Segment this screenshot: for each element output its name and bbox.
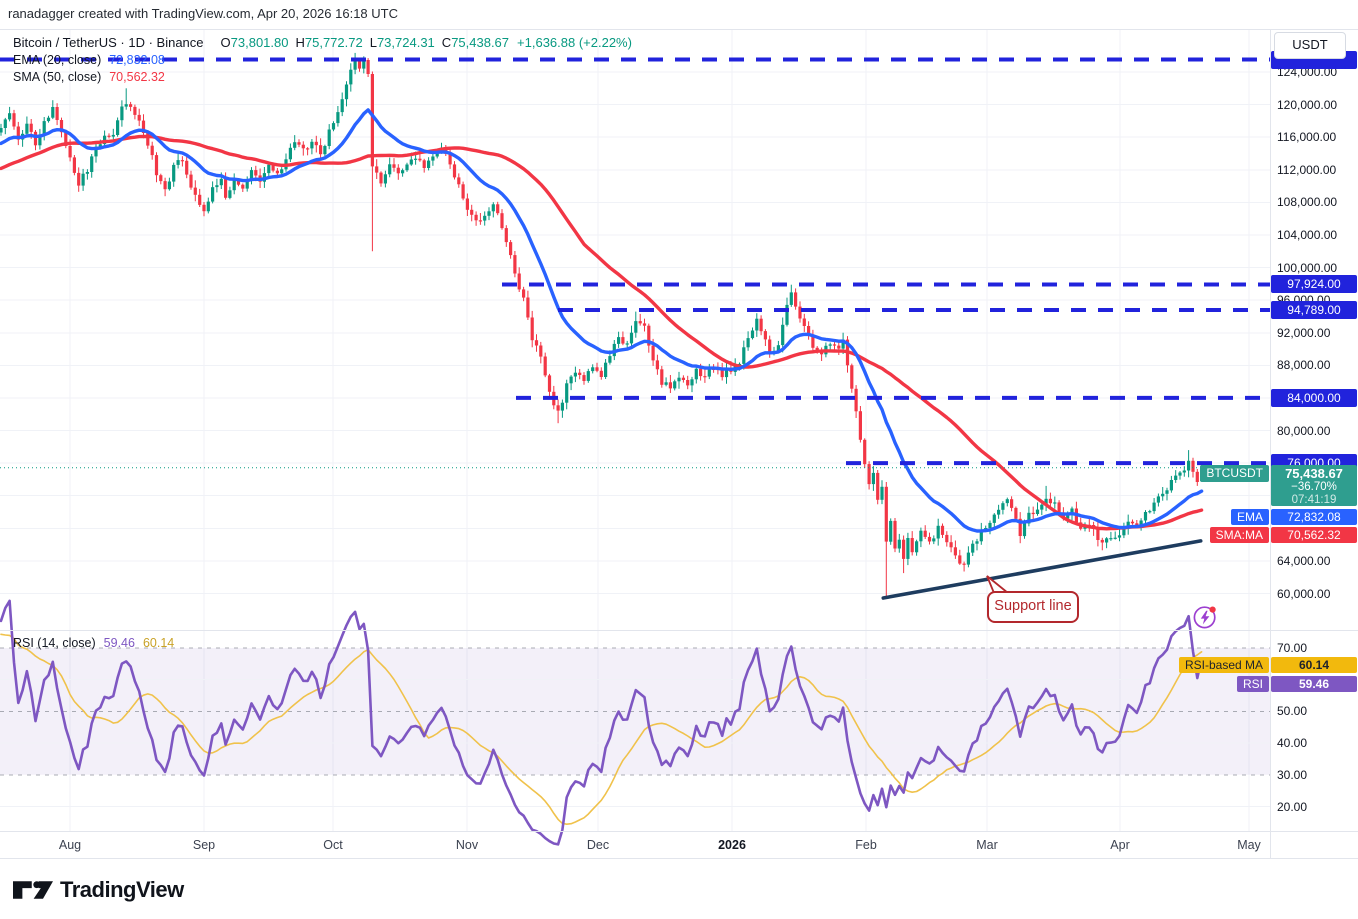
symbol-legend[interactable]: Bitcoin / TetherUS · 1D · Binance O73,801… xyxy=(13,35,632,51)
price-scale-label: 88,000.00 xyxy=(1277,358,1331,372)
ema-value-badge: 72,832.08 xyxy=(1271,509,1357,525)
time-axis-label: Oct xyxy=(323,838,343,852)
tradingview-logo[interactable]: TradingView xyxy=(13,877,184,903)
support-trend-line[interactable] xyxy=(881,539,1203,600)
ema-20-line xyxy=(0,108,1204,533)
watermark-text: ranadagger created with TradingView.com,… xyxy=(8,6,398,21)
level-price-badge: 94,789.00 xyxy=(1271,301,1357,319)
price-scale-label: 116,000.00 xyxy=(1277,130,1337,144)
price-scale-label: 100,000.00 xyxy=(1277,261,1338,275)
level-price-badge: 84,000.00 xyxy=(1271,389,1357,407)
lightning-bolt xyxy=(1200,610,1210,625)
price-scale[interactable] xyxy=(1271,60,1358,831)
price-scale-label: 92,000.00 xyxy=(1277,326,1331,340)
sma-value-badge: 70,562.32 xyxy=(1271,527,1357,543)
time-axis-label: Mar xyxy=(976,838,998,852)
time-axis-label: Sep xyxy=(192,838,216,852)
sma-legend-label: SMA (50, close) xyxy=(13,70,102,84)
rsi-scale-label: 40.00 xyxy=(1277,736,1308,750)
rsi-ma-value-badge: 60.14 xyxy=(1271,657,1357,673)
currency-toggle-button[interactable]: USDT xyxy=(1274,32,1346,59)
rsi-ma-legend-value: 60.14 xyxy=(142,636,175,650)
sma-legend-value: 70,562.32 xyxy=(109,70,165,84)
time-axis-label: Feb xyxy=(855,838,877,852)
time-axis-label: May xyxy=(1237,838,1261,852)
price-scale-label: 64,000.00 xyxy=(1277,554,1331,568)
time-axis-label: Apr xyxy=(1110,838,1130,852)
time-axis[interactable] xyxy=(0,832,1270,858)
rsi-scale-label: 50.00 xyxy=(1277,704,1308,718)
open-label: O xyxy=(220,35,231,50)
rsi-pill: RSI xyxy=(1236,676,1269,692)
rsi-line xyxy=(0,599,1203,846)
candles-layer xyxy=(0,52,1204,597)
rsi-legend-label: RSI (14, close) xyxy=(13,636,96,650)
symbol-title: Bitcoin / TetherUS · 1D · Binance xyxy=(13,35,204,50)
current-price-change: −36.70% xyxy=(1291,481,1337,493)
ema-pill: EMA xyxy=(1230,509,1269,525)
flash-icon[interactable] xyxy=(1192,604,1218,630)
support-line-callout[interactable]: Support line xyxy=(987,591,1079,623)
symbol-price-pill: BTCUSDT xyxy=(1200,465,1269,482)
rsi-legend-value: 59.46 xyxy=(103,636,135,650)
time-axis-label: Aug xyxy=(58,838,82,852)
change-value: +1,636.88 (+2.22%) xyxy=(517,35,632,50)
bar-countdown: 07:41:19 xyxy=(1291,494,1337,506)
high-value: 75,772.72 xyxy=(304,35,363,50)
rsi-scale-label: 70.00 xyxy=(1277,641,1308,655)
rsi-ma-line xyxy=(0,633,1203,826)
rsi-scale-label: 20.00 xyxy=(1277,800,1308,814)
ema-legend[interactable]: EMA (20, close) 72,832.08 xyxy=(13,53,165,69)
price-scale-label: 104,000.00 xyxy=(1277,228,1338,242)
low-label: L xyxy=(369,35,377,50)
price-scale-label: 120,000.00 xyxy=(1277,98,1338,112)
high-label: H xyxy=(295,35,305,50)
current-price-badge: 75,438.67 −36.70% 07:41:19 xyxy=(1271,465,1357,506)
tradingview-logo-text: TradingView xyxy=(60,877,184,902)
time-axis-label: Dec xyxy=(586,838,610,852)
sma-50-line xyxy=(0,134,1204,531)
ema-legend-value: 72,832.08 xyxy=(109,53,165,67)
price-scale-label: 112,000.00 xyxy=(1277,163,1337,177)
time-axis-label: Nov xyxy=(455,838,479,852)
tradingview-logo-mark xyxy=(13,881,53,899)
notification-dot xyxy=(1209,606,1216,613)
rsi-value-badge: 59.46 xyxy=(1271,676,1357,692)
ema-legend-label: EMA (20, close) xyxy=(13,53,102,67)
low-value: 73,724.31 xyxy=(376,35,435,50)
close-label: C xyxy=(441,35,452,50)
current-price-value: 75,438.67 xyxy=(1285,466,1343,481)
rsi-ma-pill: RSI-based MA xyxy=(1178,657,1269,673)
open-value: 73,801.80 xyxy=(230,35,289,50)
price-scale-label: 60,000.00 xyxy=(1277,587,1331,601)
time-axis-label: 2026 xyxy=(718,838,746,852)
price-scale-label: 108,000.00 xyxy=(1277,195,1338,209)
price-scale-label: 80,000.00 xyxy=(1277,424,1331,438)
rsi-legend[interactable]: RSI (14, close) 59.46 60.14 xyxy=(13,636,174,650)
rsi-scale-label: 30.00 xyxy=(1277,768,1308,782)
sma-pill: SMA:MA xyxy=(1209,527,1269,543)
close-value: 75,438.67 xyxy=(451,35,510,50)
level-price-badge: 97,924.00 xyxy=(1271,275,1357,293)
sma-legend[interactable]: SMA (50, close) 70,562.32 xyxy=(13,70,165,86)
